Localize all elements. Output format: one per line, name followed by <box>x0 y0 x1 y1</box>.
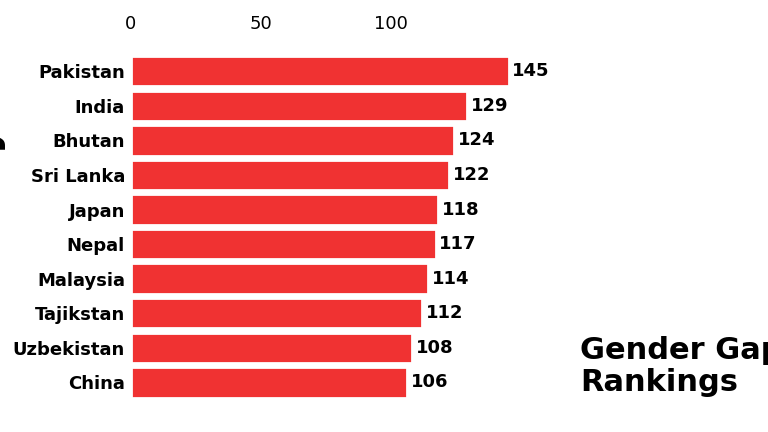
Text: 118: 118 <box>442 200 480 219</box>
Text: 129: 129 <box>471 97 508 115</box>
Text: 106: 106 <box>411 373 449 391</box>
Bar <box>131 160 449 190</box>
Text: Gender Gap
Rankings: Gender Gap Rankings <box>580 336 768 397</box>
Bar <box>131 298 422 328</box>
Bar <box>131 125 454 156</box>
Bar <box>131 264 428 294</box>
Text: 108: 108 <box>416 339 454 357</box>
Bar <box>131 194 438 225</box>
Text: 122: 122 <box>452 166 490 184</box>
Bar <box>131 333 412 363</box>
Text: 114: 114 <box>432 270 469 288</box>
Bar <box>131 367 407 397</box>
Bar <box>131 229 435 259</box>
Bar <box>131 56 508 86</box>
Text: 124: 124 <box>458 131 495 149</box>
Y-axis label: Economy: Economy <box>0 122 2 332</box>
Text: 145: 145 <box>512 62 550 80</box>
Text: 112: 112 <box>426 304 464 322</box>
Bar <box>131 91 467 121</box>
Text: 117: 117 <box>439 235 477 253</box>
